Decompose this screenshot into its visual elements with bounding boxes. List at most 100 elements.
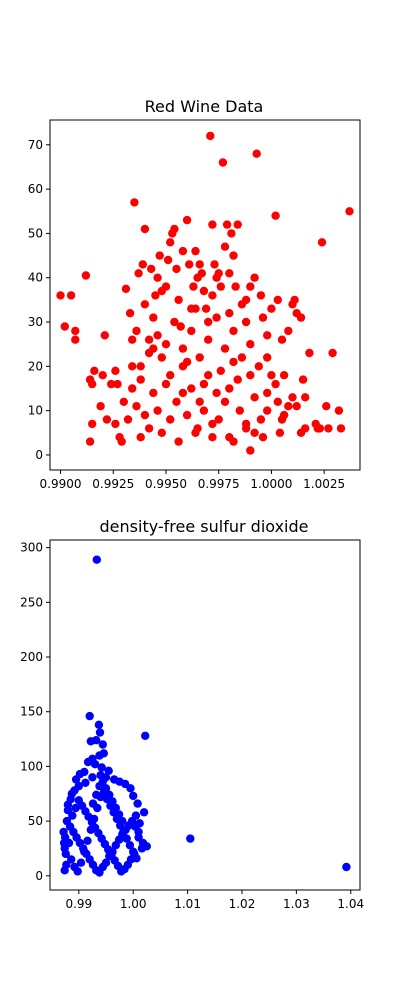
scatter-point <box>197 269 206 278</box>
scatter-point <box>153 406 162 415</box>
scatter-point <box>170 317 179 327</box>
scatter-point <box>140 300 150 309</box>
scatter-point <box>305 348 314 358</box>
scatter-point <box>250 428 259 437</box>
scatter-point <box>85 711 94 721</box>
scatter-point <box>172 264 181 274</box>
scatter-point <box>166 238 175 247</box>
scatter-point <box>107 379 116 389</box>
scatter-point <box>263 353 272 362</box>
x-tick-label: 0.99 <box>65 897 92 911</box>
scatter-point <box>176 322 185 331</box>
scatter-point <box>94 720 104 729</box>
x-tick-label: 1.0025 <box>303 477 345 491</box>
x-tick-label: 1.04 <box>337 897 364 911</box>
scatter-point <box>83 836 92 845</box>
scatter-point <box>214 269 223 278</box>
scatter-point <box>95 751 104 760</box>
scatter-point <box>263 331 272 340</box>
scatter-point <box>68 811 77 820</box>
scatter-point <box>199 406 209 415</box>
scatter-point <box>144 424 154 433</box>
y-tick-label: 200 <box>20 650 43 664</box>
scatter-point <box>199 379 209 389</box>
y-axis-ticks-blue: 0 50 100 150 200 250 300 <box>20 541 50 883</box>
scatter-point <box>208 220 217 229</box>
scatter-point <box>98 740 108 749</box>
scatter-point <box>229 357 238 367</box>
y-tick-label: 0 <box>35 869 43 883</box>
scatter-point <box>111 419 120 429</box>
scatter-point <box>208 433 217 442</box>
x-tick-label: 1.02 <box>229 897 256 911</box>
scatter-point <box>132 402 141 411</box>
scatter-point <box>71 335 80 344</box>
scatter-point <box>267 371 276 380</box>
scatter-point <box>151 291 160 300</box>
y-tick-label: 300 <box>20 541 43 555</box>
scatter-point <box>100 331 110 340</box>
scatter-point <box>128 335 137 344</box>
y-tick-label: 50 <box>28 226 43 240</box>
scatter-point <box>246 446 255 455</box>
y-tick-label: 70 <box>28 138 43 152</box>
scatter-point <box>133 799 142 808</box>
scatter-point <box>161 340 171 349</box>
scatter-point <box>111 366 120 375</box>
scatter-point <box>132 326 141 336</box>
scatter-point <box>279 410 289 420</box>
scatter-point <box>195 353 204 362</box>
scatter-point <box>114 810 124 819</box>
scatter-point <box>71 803 80 813</box>
scatter-point <box>122 834 131 843</box>
scatter-point <box>250 393 259 402</box>
scatter-point <box>131 822 140 831</box>
scatter-point <box>163 255 173 265</box>
scatter-point <box>208 419 217 429</box>
y-tick-label: 0 <box>35 448 43 462</box>
scatter-point <box>220 242 230 251</box>
scatter-point <box>71 775 81 784</box>
scatter-point <box>172 397 181 406</box>
scatter-point <box>199 286 209 296</box>
scatter-point <box>174 295 183 305</box>
scatter-point <box>342 862 351 872</box>
scatter-points-red <box>56 131 354 455</box>
scatter-point <box>298 375 308 384</box>
scatter-point <box>328 348 337 358</box>
scatter-point <box>322 402 331 411</box>
scatter-point <box>161 282 171 291</box>
scatter-point <box>212 388 221 398</box>
scatter-point <box>296 313 306 322</box>
x-tick-label: 0.9900 <box>40 477 82 491</box>
scatter-point <box>288 393 297 402</box>
scatter-point <box>134 833 143 842</box>
red-wine-chart: Red Wine Data 0.9900 0.9925 0.9950 0.9975 1.… <box>28 97 361 491</box>
scatter-point <box>118 816 127 826</box>
x-tick-label: 1.01 <box>174 897 201 911</box>
scatter-point <box>345 207 354 216</box>
scatter-point <box>101 784 111 793</box>
scatter-point <box>74 796 84 805</box>
scatter-point <box>147 264 156 274</box>
scatter-point <box>96 402 105 411</box>
scatter-point <box>204 371 213 380</box>
y-tick-label: 100 <box>20 759 43 773</box>
y-tick-label: 30 <box>28 315 43 329</box>
scatter-point <box>185 260 194 269</box>
scatter-point <box>315 424 325 433</box>
scatter-point <box>111 803 121 813</box>
scatter-point <box>187 384 196 393</box>
scatter-point <box>90 760 100 769</box>
scatter-points-blue <box>59 555 351 877</box>
scatter-point <box>113 379 122 389</box>
scatter-point <box>123 415 133 424</box>
scatter-point <box>155 251 164 260</box>
scatter-point <box>206 131 215 141</box>
scatter-point <box>182 215 192 225</box>
scatter-point <box>149 388 158 398</box>
x-tick-label: 0.9975 <box>198 477 240 491</box>
scatter-point <box>216 282 225 291</box>
scatter-point <box>275 428 285 437</box>
scatter-point <box>252 149 261 158</box>
